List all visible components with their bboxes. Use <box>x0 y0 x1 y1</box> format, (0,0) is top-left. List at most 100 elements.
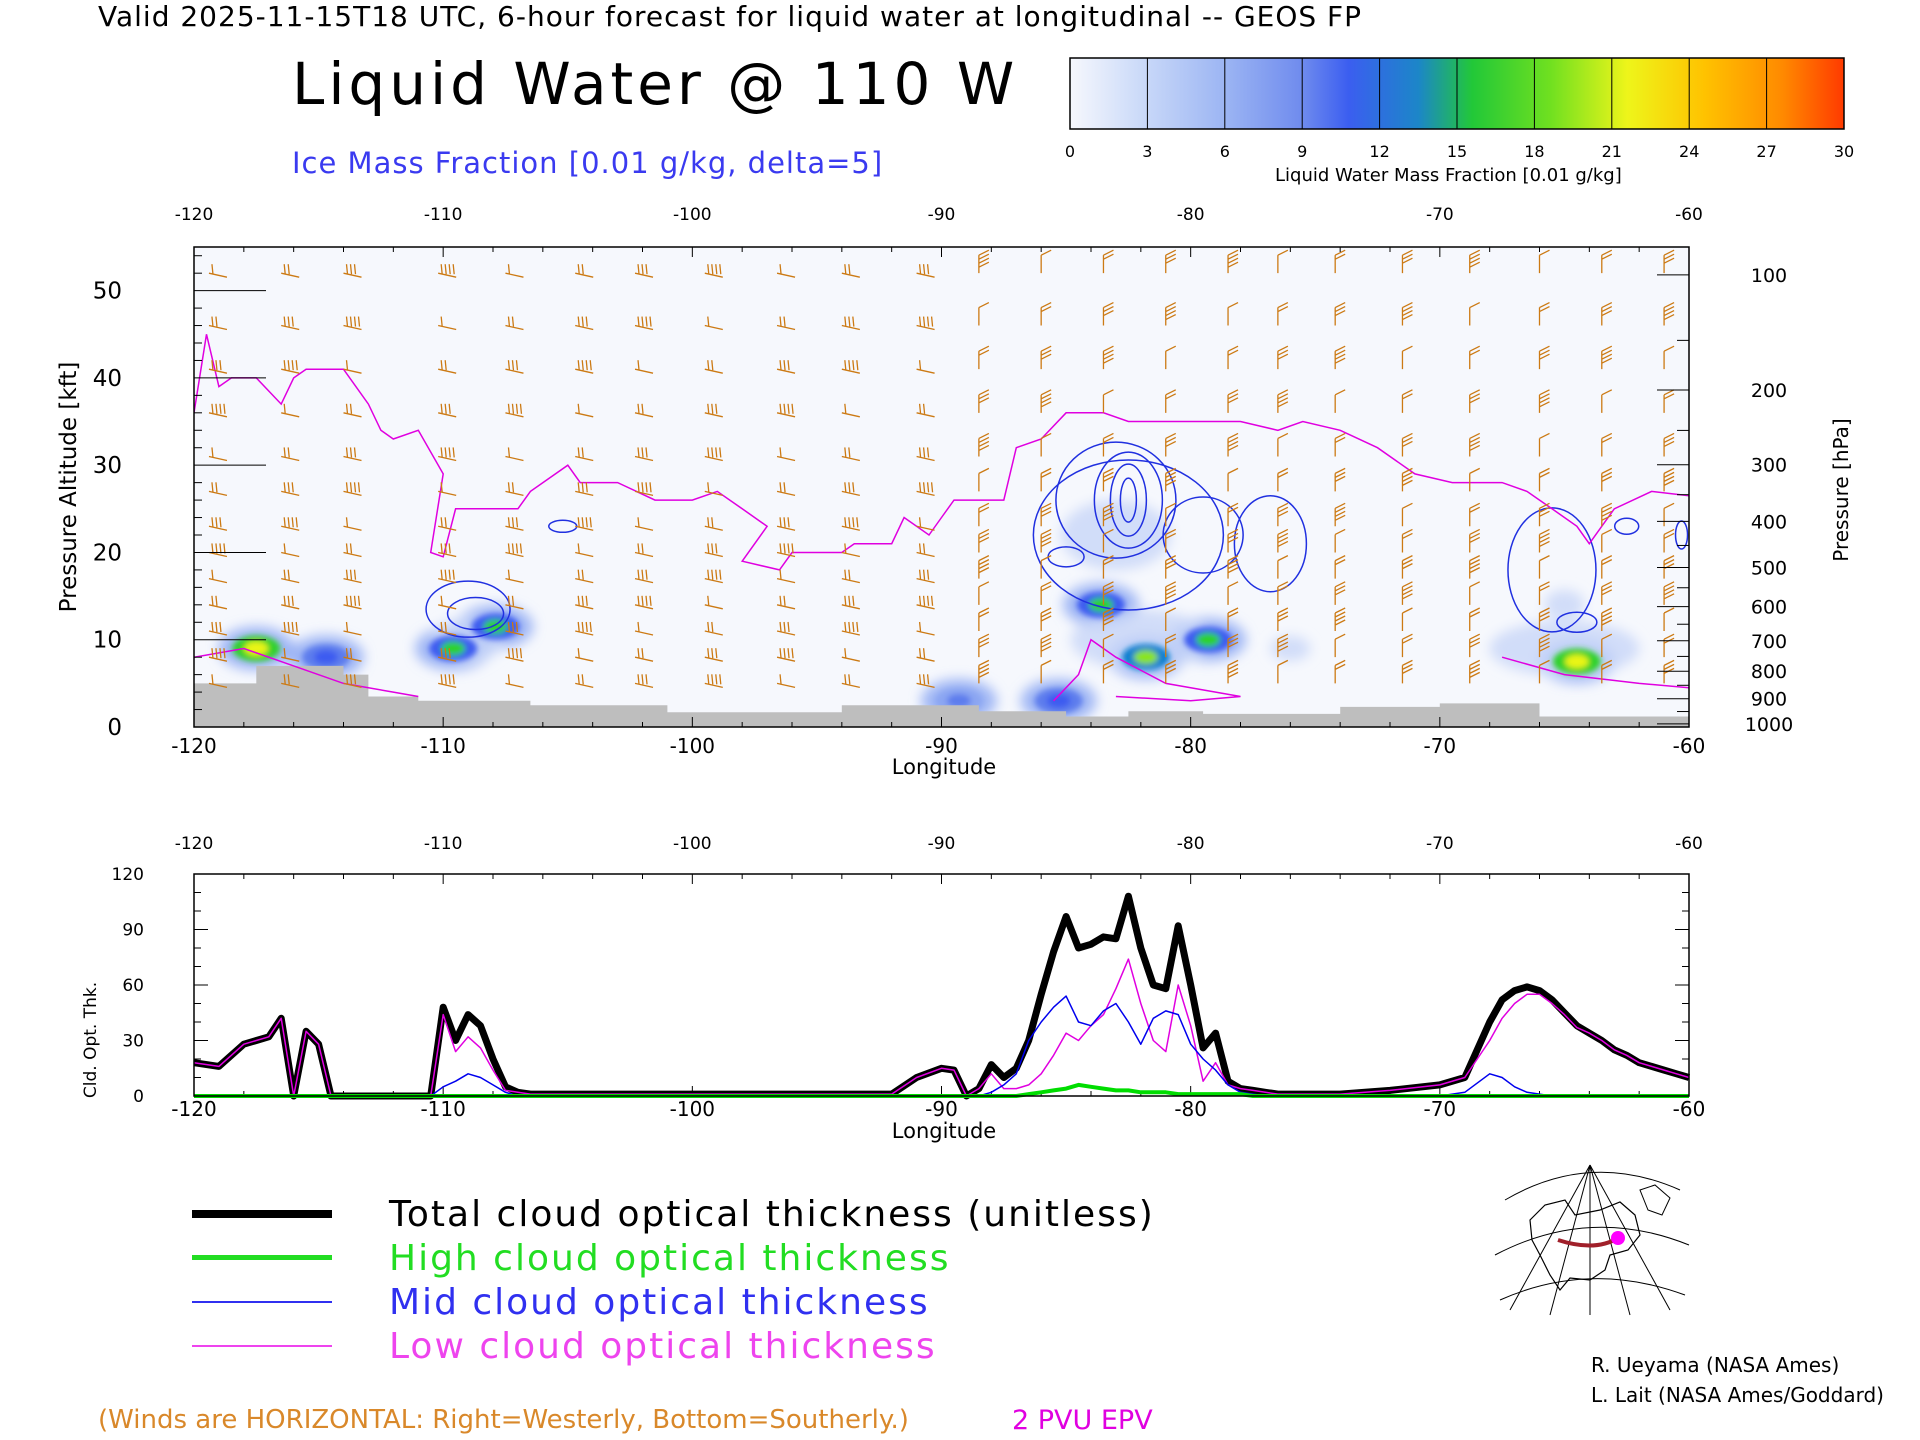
wind-barb <box>1401 555 1413 579</box>
colorbar-tick-label: 30 <box>1834 142 1854 161</box>
wind-barb <box>505 482 524 496</box>
wind-barb <box>1227 633 1239 658</box>
wind-barb <box>1601 659 1613 684</box>
wind-barb <box>575 517 594 531</box>
x-tick-label: -100 <box>670 734 715 758</box>
colorbar-tick-label: 21 <box>1602 142 1622 161</box>
wind-barb <box>1538 301 1550 326</box>
wind-barb <box>505 447 524 462</box>
wind-barb <box>916 316 935 331</box>
x-tick-label: -60 <box>1673 734 1706 758</box>
y-tick-label: 0 <box>133 1087 144 1107</box>
wind-barb <box>1277 301 1289 326</box>
wind-barb <box>1469 301 1481 326</box>
wind-barb <box>1401 607 1413 631</box>
wind-barb <box>208 595 228 610</box>
x-axis-label: Longitude <box>892 1119 996 1143</box>
wind-barb <box>1334 555 1346 579</box>
wind-barb <box>281 447 300 462</box>
y-tick-label: 50 <box>93 279 122 305</box>
y-tick-label: 40 <box>93 366 122 392</box>
wind-barb <box>1538 345 1550 370</box>
wind-barb <box>704 447 723 462</box>
wind-barb <box>916 360 935 374</box>
wind-barb <box>343 621 362 636</box>
wind-barb <box>1401 467 1413 492</box>
wind-barb <box>438 517 457 531</box>
wind-barb <box>1227 502 1239 527</box>
wind-barb <box>438 360 457 374</box>
wind-barb <box>704 674 723 688</box>
wind-barb <box>1601 555 1613 579</box>
wind-barb <box>634 482 654 496</box>
wind-barb <box>841 595 860 610</box>
wind-barb <box>1334 467 1346 492</box>
wind-barb <box>916 517 935 531</box>
wind-barb <box>1227 467 1239 492</box>
location-marker-icon <box>1611 1231 1625 1245</box>
wind-barb <box>1334 528 1346 553</box>
ice-contour-label: Ice Mass Fraction [0.01 g/kg, delta=5] <box>292 146 884 180</box>
x-tick-label-top: -80 <box>1177 205 1205 225</box>
wind-barb <box>1227 389 1239 413</box>
wind-barb <box>1227 528 1239 553</box>
x-axis-label: Longitude <box>892 755 996 779</box>
liquid-water-region <box>1544 589 1585 620</box>
wind-barb <box>208 517 228 531</box>
wind-barb <box>841 517 860 531</box>
wind-barb <box>704 316 723 331</box>
wind-barb <box>1040 659 1052 684</box>
legend-label: Low cloud optical thickness <box>389 1326 937 1367</box>
wind-barb <box>438 403 457 418</box>
x-tick-label: -80 <box>1174 734 1207 758</box>
wind-barb <box>1538 581 1550 605</box>
wind-barb <box>438 316 457 331</box>
wind-barb <box>281 264 300 278</box>
wind-barb <box>343 569 362 584</box>
wind-barb <box>505 621 524 636</box>
wind-barb <box>776 482 796 496</box>
wind-barb <box>1102 345 1114 370</box>
pressure-tick-label: 200 <box>1751 380 1787 402</box>
pressure-tick-label: 800 <box>1751 661 1787 683</box>
wind-barb <box>1601 528 1613 553</box>
header-text: Valid 2025-11-15T18 UTC, 6-hour forecast… <box>98 0 1363 33</box>
wind-barb <box>634 264 654 278</box>
wind-barb <box>1277 432 1289 457</box>
x-tick-label: -120 <box>171 1097 216 1121</box>
wind-barb <box>841 674 860 688</box>
wind-barb <box>1663 301 1675 326</box>
wind-barb <box>1040 528 1052 553</box>
wind-barb <box>634 595 654 610</box>
winds-note: (Winds are HORIZONTAL: Right=Westerly, B… <box>98 1405 909 1435</box>
x-tick-label: -90 <box>925 1097 958 1121</box>
colorbar-tick-label: 12 <box>1369 142 1389 161</box>
wind-barb <box>916 569 935 584</box>
x-tick-label: -70 <box>1423 734 1456 758</box>
wind-barb <box>704 595 723 610</box>
wind-barb <box>1040 502 1052 527</box>
colorbar-tick-label: 24 <box>1679 142 1699 161</box>
ice-contour <box>1109 463 1148 537</box>
credit-line: R. Ueyama (NASA Ames) <box>1591 1353 1840 1377</box>
wind-barb <box>916 595 935 610</box>
wind-barb <box>1334 633 1346 658</box>
pressure-tick-label: 100 <box>1751 265 1787 287</box>
wind-barb <box>505 403 524 418</box>
x-tick-label-top: -90 <box>928 834 956 854</box>
pressure-tick-label: 300 <box>1751 455 1787 477</box>
wind-barb <box>776 595 796 610</box>
wind-barb <box>1334 432 1346 457</box>
wind-barb <box>1040 389 1052 413</box>
wind-barb <box>1334 502 1346 527</box>
wind-barb <box>634 648 654 662</box>
x-tick-label-top: -60 <box>1675 834 1703 854</box>
wind-barb <box>281 648 300 662</box>
wind-barb <box>1663 659 1675 684</box>
wind-barb <box>208 360 228 374</box>
wind-barb <box>281 621 300 636</box>
wind-barb <box>208 621 228 636</box>
y-tick-label: 90 <box>122 921 144 941</box>
y-axis-label-right: Pressure [hPa] <box>1829 418 1853 561</box>
wind-barb <box>281 482 300 496</box>
